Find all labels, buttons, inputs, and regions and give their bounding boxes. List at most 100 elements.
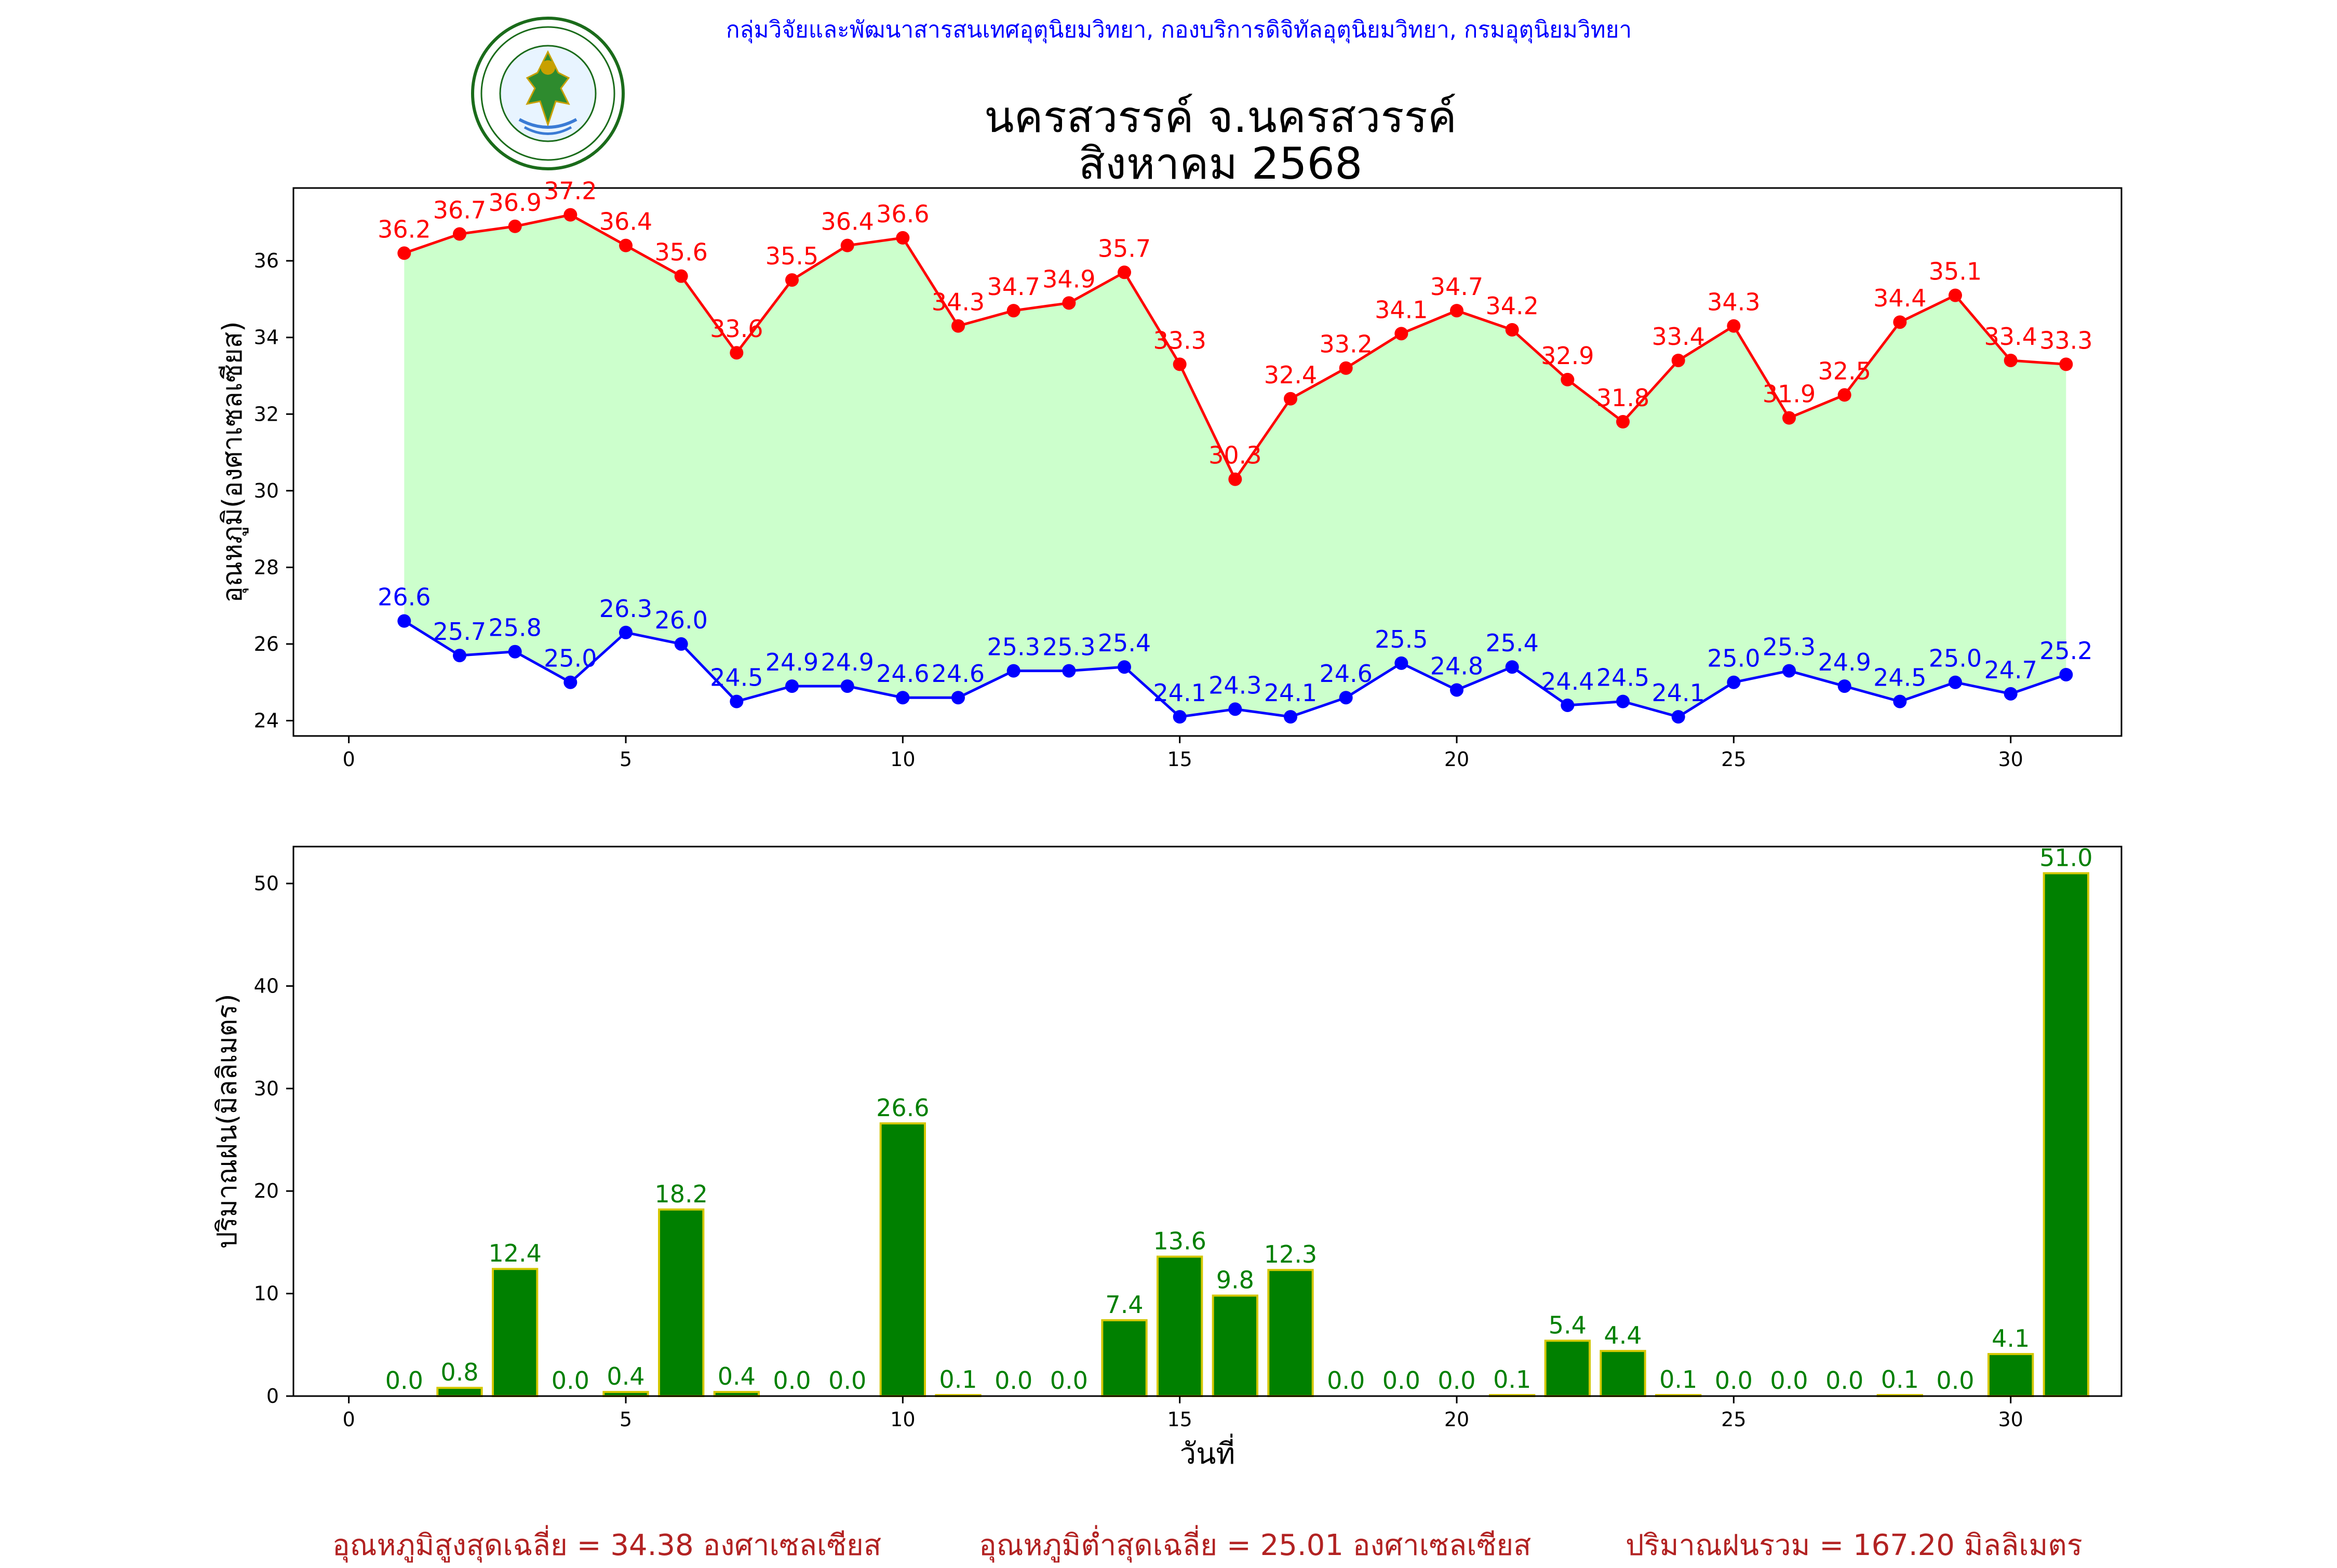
rain-data-label: 0.1: [1493, 1365, 1531, 1393]
min-temp-point: [1505, 660, 1519, 674]
max-temp-point: [785, 273, 799, 287]
min-temp-data-label: 25.3: [987, 633, 1040, 661]
max-temp-point: [1006, 304, 1020, 318]
rain-bar: [1544, 1339, 1591, 1397]
rain-data-label: 0.4: [607, 1362, 644, 1390]
max-temp-point: [1284, 392, 1297, 406]
rain-data-label: 0.0: [1382, 1366, 1420, 1395]
min-temp-data-label: 25.4: [1485, 629, 1538, 657]
max-temp-data-label: 34.7: [987, 273, 1040, 301]
max-temp-data-label: 33.3: [1153, 326, 1206, 354]
max-temp-point: [397, 246, 411, 260]
y-tick-label: 30: [254, 1077, 279, 1100]
rain-bar: [1157, 1255, 1203, 1397]
x-tick-label: 15: [1167, 1408, 1192, 1431]
max-temp-point: [1450, 304, 1463, 318]
max-temp-data-label: 36.6: [876, 200, 929, 228]
x-tick-label: 20: [1444, 748, 1469, 771]
min-temp-point: [1671, 710, 1685, 724]
rain-data-label: 0.0: [1770, 1366, 1808, 1395]
min-temp-point: [1727, 675, 1741, 689]
min-temp-point: [619, 625, 633, 639]
y-tick-label: 30: [254, 479, 279, 502]
max-temp-data-label: 35.6: [654, 238, 707, 266]
rain-data-label: 0.0: [995, 1366, 1032, 1395]
max-temp-point: [951, 319, 965, 333]
max-temp-data-label: 33.6: [710, 315, 763, 343]
max-temp-point: [896, 231, 910, 245]
min-temp-point: [2004, 687, 2018, 701]
rain-data-label: 0.1: [1881, 1365, 1919, 1393]
min-temp-data-label: 24.1: [1153, 679, 1206, 707]
max-temp-point: [1671, 353, 1685, 367]
max-temp-point: [1118, 265, 1131, 279]
min-temp-point: [1949, 675, 1962, 689]
temp-plot-frame: [292, 187, 2123, 737]
min-temp-data-label: 24.5: [1596, 664, 1649, 692]
y-tick-label: 24: [254, 709, 279, 732]
min-temp-data-label: 25.7: [433, 618, 486, 646]
rain-data-label: 0.0: [773, 1366, 811, 1395]
rain-data-label: 7.4: [1105, 1291, 1143, 1319]
max-temp-point: [1561, 372, 1575, 386]
max-temp-data-label: 34.3: [932, 288, 985, 316]
max-temp-data-label: 34.7: [1430, 273, 1483, 301]
max-temp-data-label: 36.4: [821, 208, 874, 236]
rain-x-axis-label: วันที่: [1180, 1433, 1235, 1471]
rain-data-label: 5.4: [1549, 1311, 1587, 1339]
min-temp-point: [563, 675, 577, 689]
header-credit: กลุ่มวิจัยและพัฒนาสารสนเทศอุตุนิยมวิทยา,…: [726, 17, 1632, 43]
max-temp-data-label: 30.3: [1208, 441, 1261, 470]
rain-data-label: 0.0: [385, 1366, 423, 1395]
min-temp-point: [840, 679, 854, 693]
y-tick-label: 36: [254, 249, 279, 272]
rain-data-label: 0.0: [828, 1366, 866, 1395]
rain-data-label: 0.0: [1825, 1366, 1863, 1395]
y-tick-label: 40: [254, 974, 279, 997]
min-temp-data-label: 24.9: [1818, 648, 1871, 676]
max-temp-point: [1394, 327, 1408, 341]
rain-data-label: 0.1: [1659, 1365, 1697, 1393]
min-temp-data-label: 24.3: [1208, 671, 1261, 699]
x-tick-label: 15: [1167, 748, 1192, 771]
temperature-chart: 0 5 10 15 20 25 30 24 26 28 30 32 34 36 อุณหภูมิ(องศาเ…: [217, 177, 2123, 771]
footer-avg-min: อุณหภูมิต่ำสุดเฉลี่ย = 25.01 องศาเซลเซีย…: [979, 1529, 1532, 1562]
min-temp-data-label: 24.4: [1541, 667, 1594, 695]
max-temp-data-label: 31.9: [1763, 380, 1816, 408]
min-temp-point: [1284, 710, 1297, 724]
min-temp-point: [951, 691, 965, 705]
max-temp-point: [1949, 288, 1962, 302]
max-temp-data-label: 34.4: [1873, 284, 1926, 312]
rain-data-label: 51.0: [2039, 843, 2092, 872]
min-temp-data-label: 24.9: [821, 648, 874, 676]
x-tick-label: 0: [343, 748, 355, 771]
min-temp-point: [785, 679, 799, 693]
max-temp-data-label: 32.4: [1264, 361, 1317, 389]
max-temp-point: [563, 208, 577, 222]
rain-data-label: 0.0: [552, 1366, 589, 1395]
rain-data-label: 0.8: [440, 1358, 478, 1386]
x-tick-label: 10: [890, 1408, 915, 1431]
max-temp-data-label: 34.2: [1485, 292, 1538, 320]
min-temp-point: [397, 614, 411, 628]
y-tick-label: 0: [266, 1385, 279, 1408]
max-temp-point: [2059, 357, 2073, 371]
rain-data-label: 12.4: [488, 1239, 541, 1267]
x-tick-label: 5: [620, 748, 632, 771]
max-temp-point: [674, 269, 688, 283]
min-temp-data-label: 25.4: [1098, 629, 1151, 657]
max-temp-data-label: 35.1: [1929, 258, 1982, 286]
max-temp-point: [1505, 323, 1519, 337]
max-temp-data-label: 36.7: [433, 196, 486, 224]
min-temp-point: [1616, 694, 1630, 708]
min-temp-point: [508, 645, 522, 659]
max-temp-point: [1727, 319, 1741, 333]
rain-bar: [1987, 1353, 2034, 1397]
min-temp-data-label: 25.0: [1707, 645, 1760, 673]
rain-data-label: 18.2: [654, 1180, 707, 1208]
min-temp-data-label: 24.5: [710, 664, 763, 692]
max-temp-point: [2004, 353, 2018, 367]
x-tick-label: 25: [1721, 1408, 1746, 1431]
max-temp-point: [1062, 296, 1076, 310]
y-tick-label: 20: [254, 1180, 279, 1202]
